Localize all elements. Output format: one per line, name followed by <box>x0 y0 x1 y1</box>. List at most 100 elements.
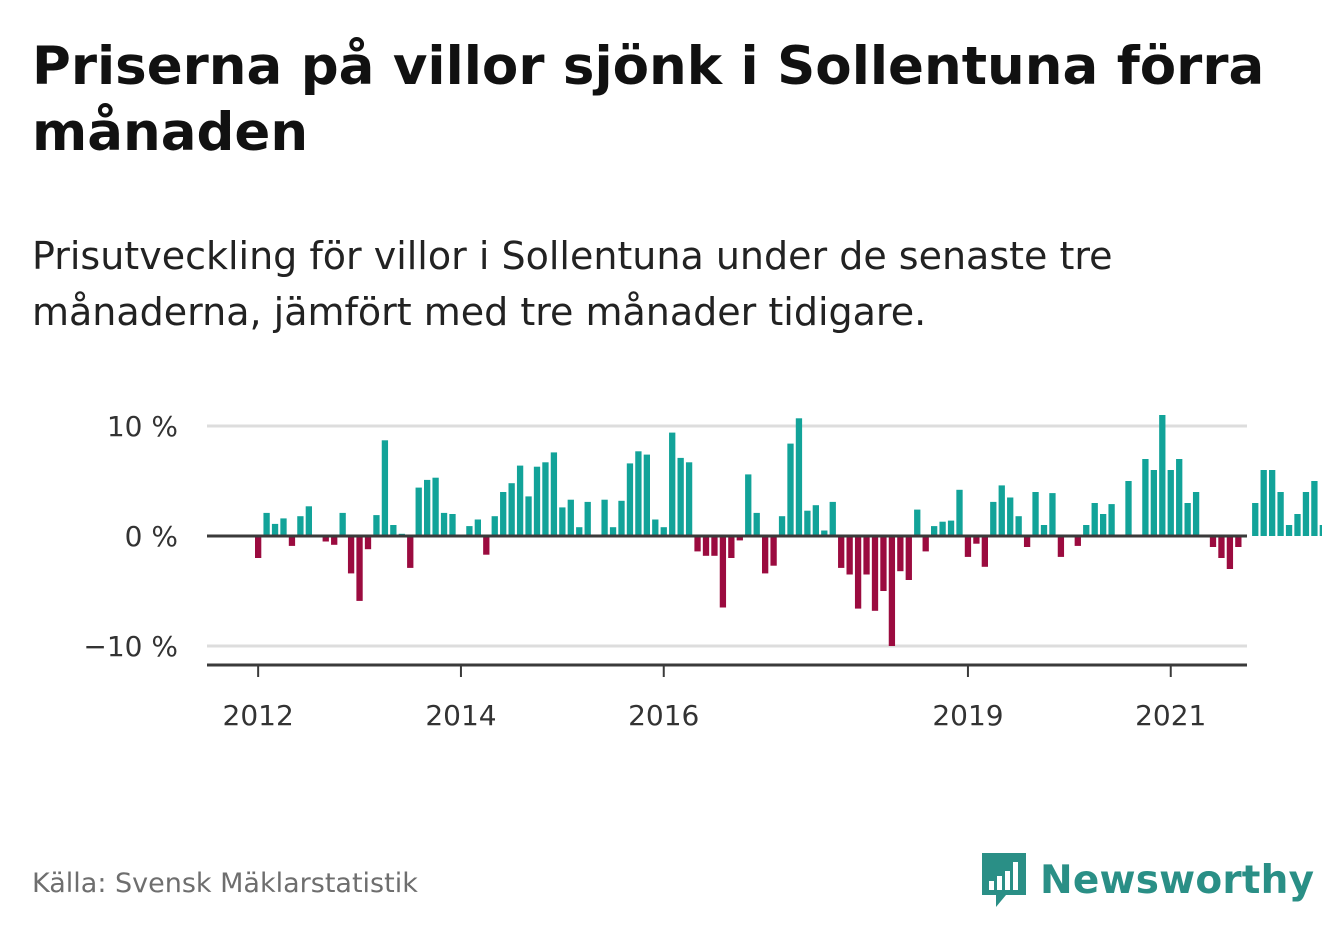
bar <box>339 512 346 536</box>
x-tick-label: 2019 <box>932 699 1003 732</box>
bar <box>263 512 270 536</box>
bar <box>373 515 380 536</box>
bar <box>1269 470 1276 536</box>
bar <box>981 536 988 567</box>
bar <box>947 520 955 536</box>
bar <box>1311 481 1318 536</box>
bar <box>719 536 727 608</box>
bar <box>1100 514 1107 536</box>
bar <box>424 479 431 536</box>
bar <box>331 536 338 545</box>
bar <box>440 512 448 536</box>
bar <box>838 536 845 568</box>
labels-layer: 10 %0 %−10 %201220142016201920212023−5 % <box>83 410 1206 732</box>
bar <box>1049 493 1056 536</box>
bar <box>1125 481 1132 536</box>
bar <box>500 492 507 536</box>
bar <box>787 443 794 536</box>
bar <box>618 500 625 536</box>
bar <box>533 466 541 536</box>
x-tick-label: 2012 <box>223 699 294 732</box>
bar <box>1032 492 1039 536</box>
bar <box>1150 470 1157 536</box>
bar <box>677 457 684 536</box>
bar <box>753 512 760 536</box>
bar <box>973 536 980 544</box>
bar <box>364 536 372 550</box>
bar <box>795 418 803 536</box>
bar <box>347 536 355 574</box>
bar <box>871 536 879 611</box>
bar <box>854 536 862 609</box>
bar <box>474 519 481 536</box>
bar <box>297 516 304 536</box>
bar <box>1277 492 1284 536</box>
bar <box>609 527 617 536</box>
bar <box>694 536 701 552</box>
brand-name: Newsworthy <box>1040 857 1315 903</box>
grid-layer <box>207 424 1247 648</box>
bar <box>770 536 777 566</box>
bar <box>931 526 938 536</box>
bar <box>745 474 752 536</box>
bar <box>888 536 896 646</box>
bar <box>508 483 515 536</box>
bar <box>432 477 439 536</box>
bar <box>652 519 659 536</box>
bar <box>660 527 667 536</box>
bar <box>1159 415 1166 536</box>
bar <box>1260 470 1267 536</box>
bar <box>356 536 363 601</box>
bar <box>956 489 963 536</box>
bar <box>1108 504 1115 536</box>
bar <box>669 432 676 536</box>
bar <box>525 496 532 536</box>
bar <box>635 451 642 536</box>
bar <box>1184 503 1191 536</box>
bar <box>1226 536 1234 569</box>
bar <box>1252 503 1259 536</box>
bar <box>567 499 574 536</box>
bar <box>1015 516 1022 536</box>
bar <box>255 536 262 558</box>
brand-logo[interactable]: Newsworthy <box>980 850 1314 910</box>
bar <box>559 507 566 536</box>
bar <box>280 518 287 536</box>
bar <box>584 501 591 536</box>
bar <box>466 526 473 536</box>
bar <box>390 525 397 536</box>
bar <box>322 536 329 542</box>
bar <box>1176 459 1183 536</box>
bar <box>964 536 972 557</box>
bar <box>449 514 456 536</box>
bar-chart: 10 %0 %−10 %201220142016201920212023−5 % <box>83 410 1322 732</box>
source-note: Källa: Svensk Mäklarstatistik <box>32 868 418 899</box>
bar <box>829 501 836 536</box>
bar <box>804 510 811 536</box>
bar <box>1192 492 1200 536</box>
bar <box>1057 536 1065 557</box>
bar <box>922 536 929 552</box>
bar <box>542 462 549 536</box>
bar <box>1167 470 1174 536</box>
bar <box>381 440 389 536</box>
bar <box>1285 525 1293 536</box>
bar <box>305 506 312 536</box>
bar <box>1319 525 1322 536</box>
bar <box>491 516 498 536</box>
bar <box>271 523 279 536</box>
y-tick-label: −10 % <box>83 630 178 663</box>
bar <box>1007 497 1014 536</box>
bars-layer <box>255 415 1322 646</box>
bar <box>685 462 693 536</box>
chart-title: Priserna på villor sjönk i Sollentuna fö… <box>32 36 1265 163</box>
bar <box>998 485 1005 536</box>
bar <box>939 521 946 536</box>
bar <box>711 536 718 556</box>
y-tick-label: 0 % <box>125 520 178 553</box>
bar <box>914 509 921 536</box>
chart-subtitle: Prisutveckling för villor i Sollentuna u… <box>32 234 1113 334</box>
bar <box>880 536 887 591</box>
bar <box>1235 536 1242 547</box>
bar <box>1023 536 1031 547</box>
